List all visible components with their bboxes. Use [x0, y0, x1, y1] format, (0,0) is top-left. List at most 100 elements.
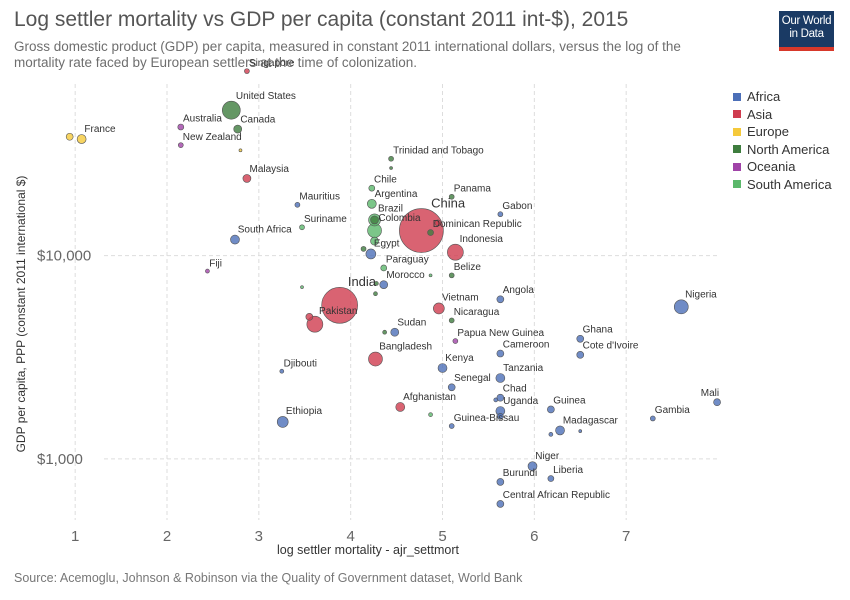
point-label: Afghanistan: [403, 392, 456, 403]
data-point[interactable]: [497, 412, 504, 420]
point-label: Guinea: [553, 395, 586, 406]
data-point[interactable]: [448, 272, 455, 279]
data-point[interactable]: [380, 264, 388, 272]
data-point[interactable]: [447, 383, 456, 392]
data-point[interactable]: [388, 155, 394, 162]
data-point[interactable]: [713, 398, 721, 407]
point-label: Belize: [454, 262, 482, 273]
legend-item[interactable]: South America: [733, 176, 832, 194]
data-point[interactable]: [428, 412, 433, 417]
point-label: Trinidad and Tobago: [393, 146, 484, 157]
data-point[interactable]: [389, 166, 393, 170]
point-label: Cote d'Ivoire: [583, 341, 639, 352]
data-point[interactable]: [379, 280, 389, 289]
data-point[interactable]: [434, 219, 442, 227]
data-point[interactable]: [547, 475, 555, 482]
logo-line-2: in Data: [789, 27, 824, 40]
data-point[interactable]: [276, 416, 289, 428]
data-point[interactable]: [205, 268, 210, 274]
data-point[interactable]: [548, 432, 554, 437]
data-point[interactable]: [390, 327, 400, 337]
data-point[interactable]: [433, 302, 445, 315]
data-point[interactable]: [294, 202, 301, 208]
data-point[interactable]: [221, 100, 241, 120]
data-point[interactable]: [576, 351, 585, 359]
data-point[interactable]: [177, 142, 184, 148]
legend-item[interactable]: Oceania: [733, 158, 832, 176]
legend-swatch: [733, 127, 741, 136]
data-point[interactable]: [493, 397, 499, 403]
data-point[interactable]: [230, 234, 240, 245]
data-point[interactable]: [65, 132, 74, 141]
data-point[interactable]: [365, 248, 377, 260]
legend-item[interactable]: Africa: [733, 88, 832, 106]
data-point[interactable]: [497, 211, 504, 218]
legend-label: Oceania: [747, 159, 796, 175]
data-point[interactable]: [370, 236, 379, 246]
point-labels: Singapore United States Canada Australia Fra…: [84, 58, 719, 501]
data-point[interactable]: [496, 393, 505, 402]
data-point[interactable]: [547, 405, 555, 414]
data-point[interactable]: [448, 423, 455, 429]
data-point[interactable]: [305, 313, 314, 321]
legend-item[interactable]: North America: [733, 141, 832, 159]
x-tick-label: 3: [255, 528, 263, 545]
data-point[interactable]: [242, 174, 252, 183]
data-point[interactable]: [447, 243, 464, 261]
data-point[interactable]: [496, 295, 505, 304]
data-point[interactable]: [496, 478, 505, 486]
data-point[interactable]: [368, 184, 376, 192]
point-label: China: [431, 196, 466, 211]
legend-item[interactable]: Europe: [733, 123, 832, 141]
data-point[interactable]: [496, 500, 505, 508]
data-point[interactable]: [527, 461, 538, 472]
data-point[interactable]: [395, 402, 406, 412]
data-point[interactable]: [360, 246, 367, 252]
data-point[interactable]: [300, 285, 304, 289]
point-label: Guinea-Bissau: [454, 413, 520, 424]
data-point[interactable]: [452, 338, 459, 344]
data-point[interactable]: [368, 351, 383, 367]
data-point[interactable]: [399, 208, 444, 253]
point-label: Gabon: [502, 201, 532, 212]
point-label: France: [84, 124, 116, 135]
legend-item[interactable]: Asia: [733, 106, 832, 124]
data-point[interactable]: [373, 291, 378, 296]
data-point[interactable]: [299, 224, 305, 231]
data-point[interactable]: [437, 363, 448, 373]
data-point[interactable]: [366, 199, 377, 209]
point-label: Cameroon: [503, 339, 550, 350]
point-label: Sudan: [397, 318, 426, 329]
point-label: Brazil: [378, 204, 403, 215]
data-point[interactable]: [233, 124, 243, 134]
data-point[interactable]: [321, 286, 358, 324]
data-point[interactable]: [76, 134, 87, 144]
x-axis-label: log settler mortality - ajr_settmort: [277, 543, 460, 557]
point-label: New Zealand: [183, 132, 242, 143]
data-point[interactable]: [279, 368, 285, 374]
data-point[interactable]: [382, 329, 387, 335]
data-point[interactable]: [576, 334, 585, 343]
data-point[interactable]: [374, 281, 379, 286]
point-label: Chad: [503, 384, 527, 395]
data-point[interactable]: [244, 68, 250, 74]
data-point[interactable]: [578, 429, 583, 433]
data-point[interactable]: [495, 373, 506, 383]
data-point[interactable]: [673, 299, 689, 315]
data-point[interactable]: [448, 193, 455, 200]
legend-swatch: [733, 145, 741, 154]
point-label: Angola: [503, 285, 535, 296]
x-tick-label: 4: [347, 528, 355, 545]
data-point[interactable]: [448, 317, 455, 324]
data-point[interactable]: [370, 215, 379, 225]
data-point[interactable]: [428, 273, 433, 278]
data-point[interactable]: [496, 349, 505, 358]
data-point[interactable]: [177, 123, 185, 131]
data-point[interactable]: [555, 425, 565, 436]
point-label: Canada: [240, 114, 275, 125]
owid-logo[interactable]: Our World in Data: [779, 11, 834, 51]
data-point[interactable]: [649, 415, 656, 422]
data-point[interactable]: [427, 229, 434, 236]
data-point[interactable]: [238, 148, 243, 153]
point-label: Mauritius: [299, 192, 340, 203]
